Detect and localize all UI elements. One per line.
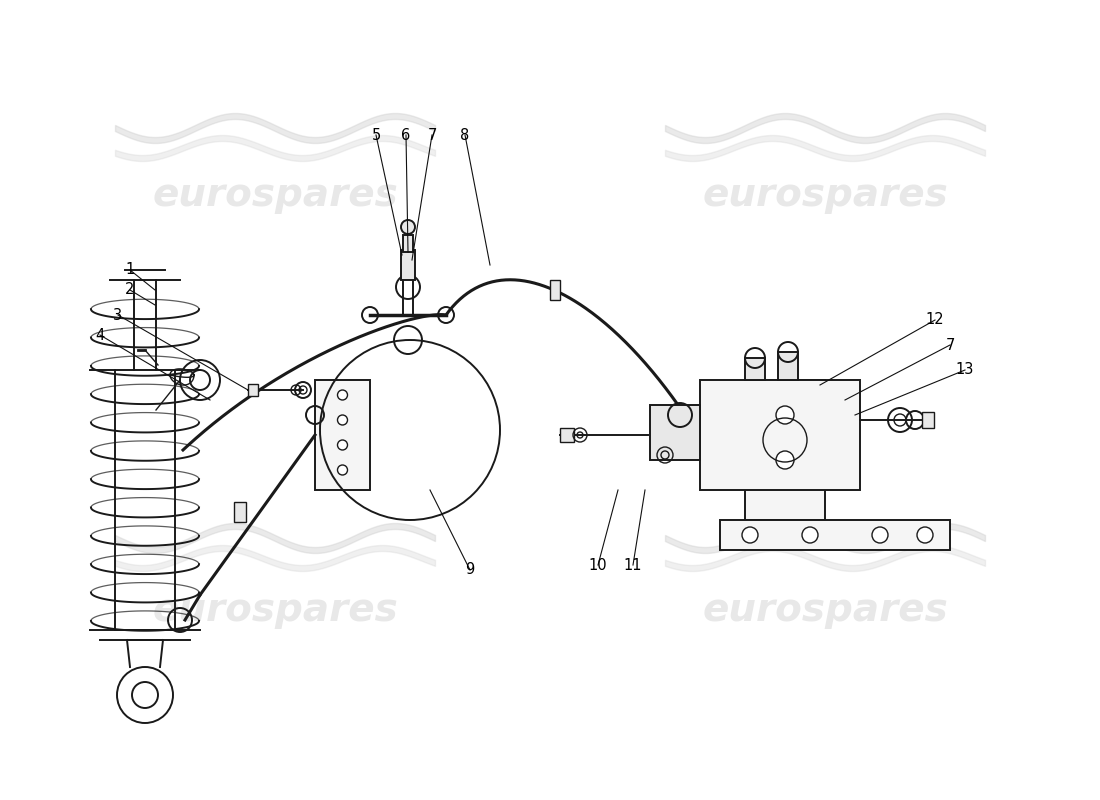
Bar xyxy=(248,384,258,396)
Text: 3: 3 xyxy=(113,307,122,322)
Bar xyxy=(745,380,825,520)
Text: 7: 7 xyxy=(427,127,437,142)
Text: 6: 6 xyxy=(402,127,410,142)
Bar xyxy=(745,358,764,380)
Circle shape xyxy=(776,406,794,424)
Bar xyxy=(560,428,574,442)
Text: 10: 10 xyxy=(588,558,607,573)
Circle shape xyxy=(872,527,888,543)
Bar xyxy=(778,352,798,380)
Bar xyxy=(922,412,934,428)
Text: 8: 8 xyxy=(461,127,470,142)
Circle shape xyxy=(338,390,348,400)
Circle shape xyxy=(402,220,415,234)
Circle shape xyxy=(338,415,348,425)
Text: eurospares: eurospares xyxy=(152,591,398,629)
Text: 13: 13 xyxy=(956,362,975,378)
Bar xyxy=(403,235,412,252)
Circle shape xyxy=(776,451,794,469)
Text: 7: 7 xyxy=(945,338,955,353)
Bar xyxy=(550,280,560,300)
Text: 11: 11 xyxy=(624,558,642,573)
Text: eurospares: eurospares xyxy=(702,591,948,629)
Circle shape xyxy=(338,465,348,475)
Bar xyxy=(402,250,415,280)
Text: 12: 12 xyxy=(926,313,944,327)
Bar xyxy=(315,380,370,490)
Circle shape xyxy=(338,440,348,450)
Text: eurospares: eurospares xyxy=(702,176,948,214)
Text: 9: 9 xyxy=(465,562,474,578)
Text: 2: 2 xyxy=(125,282,134,298)
Bar xyxy=(234,502,246,522)
Text: 5: 5 xyxy=(372,127,381,142)
Bar xyxy=(720,520,950,550)
Bar xyxy=(650,405,700,460)
Bar xyxy=(700,380,860,490)
Text: 4: 4 xyxy=(96,327,104,342)
Circle shape xyxy=(917,527,933,543)
Circle shape xyxy=(802,527,818,543)
Circle shape xyxy=(742,527,758,543)
Text: 1: 1 xyxy=(125,262,134,278)
Text: eurospares: eurospares xyxy=(152,176,398,214)
